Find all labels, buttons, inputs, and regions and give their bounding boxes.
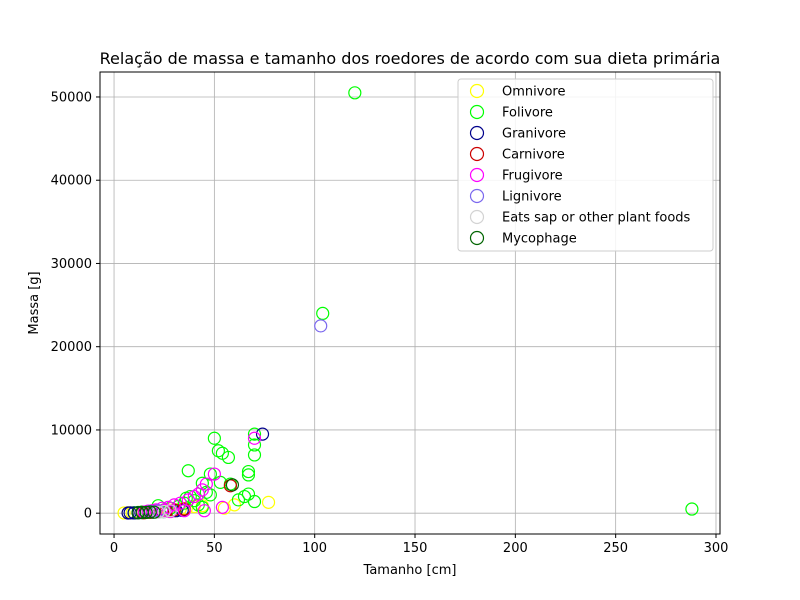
data-point xyxy=(348,86,362,100)
data-point xyxy=(163,504,177,518)
data-point xyxy=(247,427,262,441)
y-tick-label: 20000 xyxy=(51,340,92,355)
data-point xyxy=(139,505,153,519)
data-point xyxy=(177,496,191,510)
data-point xyxy=(215,500,229,514)
x-tick-label: 250 xyxy=(603,541,628,556)
data-point xyxy=(173,496,187,510)
data-point xyxy=(155,501,169,515)
legend-label: Mycophage xyxy=(502,232,577,247)
legend-label: Granivore xyxy=(502,127,566,142)
data-point xyxy=(241,468,256,482)
data-point xyxy=(195,500,209,514)
data-point xyxy=(241,464,256,479)
data-point xyxy=(147,505,161,519)
data-point xyxy=(199,485,213,499)
data-point xyxy=(187,494,201,508)
data-point xyxy=(221,450,236,465)
y-tick-label: 50000 xyxy=(51,90,92,105)
y-tick-label: 10000 xyxy=(51,423,92,438)
y-tick-label: 0 xyxy=(84,507,92,522)
data-point xyxy=(207,467,221,481)
x-tick-label: 150 xyxy=(403,541,428,556)
legend-marker xyxy=(469,83,485,99)
y-tick-label: 40000 xyxy=(51,174,92,189)
data-point xyxy=(247,448,262,462)
data-point xyxy=(211,444,225,458)
data-point xyxy=(247,431,262,445)
data-point xyxy=(314,319,328,333)
legend-box xyxy=(457,78,714,252)
ticks-layer: 0 50 100 150 200 250 300 0 10000 20000 30000 40000 5… xyxy=(51,90,729,556)
legend-label: Carnivore xyxy=(502,148,565,163)
data-point xyxy=(117,506,131,520)
data-point xyxy=(247,438,262,452)
points-layer xyxy=(117,86,699,520)
legend-label: Eats sap or other plant foods xyxy=(502,211,691,226)
x-tick-label: 200 xyxy=(503,541,528,556)
x-tick-label: 0 xyxy=(110,541,118,556)
data-point xyxy=(241,487,256,501)
data-point xyxy=(195,483,209,497)
legend-marker xyxy=(469,125,485,141)
chart-title: Relação de massa e tamanho dos roedores … xyxy=(100,49,721,68)
x-tick-label: 300 xyxy=(704,541,729,556)
data-point xyxy=(255,427,270,441)
legend-marker xyxy=(469,209,485,225)
data-point xyxy=(191,487,205,501)
y-tick-label: 30000 xyxy=(51,257,92,272)
legend-marker xyxy=(469,230,485,246)
legend-marker xyxy=(469,104,485,120)
legend-label: Lignivore xyxy=(502,190,562,205)
data-point xyxy=(685,502,699,516)
data-point xyxy=(157,504,171,519)
plot-frame xyxy=(99,71,721,535)
x-tick-label: 100 xyxy=(302,541,327,556)
legend: Omnivore Folivore Granivore Carnivore Fru… xyxy=(457,78,714,252)
legend-label: Folivore xyxy=(502,106,553,121)
data-point xyxy=(316,306,330,321)
legend-label: Frugivore xyxy=(502,169,563,184)
data-point xyxy=(177,504,191,518)
data-point xyxy=(207,431,221,445)
data-point xyxy=(143,505,157,519)
x-tick-label: 50 xyxy=(206,541,223,556)
legend-marker xyxy=(469,167,485,183)
legend-marker xyxy=(469,188,485,204)
x-axis-label: Tamanho [cm] xyxy=(363,563,457,578)
data-point xyxy=(261,495,276,509)
legend-marker xyxy=(469,146,485,162)
data-point xyxy=(197,504,211,518)
data-point xyxy=(181,464,195,478)
legend-label: Omnivore xyxy=(502,85,565,100)
data-point xyxy=(225,478,240,492)
data-point xyxy=(247,494,262,509)
y-axis-label: Massa [g] xyxy=(27,271,42,334)
